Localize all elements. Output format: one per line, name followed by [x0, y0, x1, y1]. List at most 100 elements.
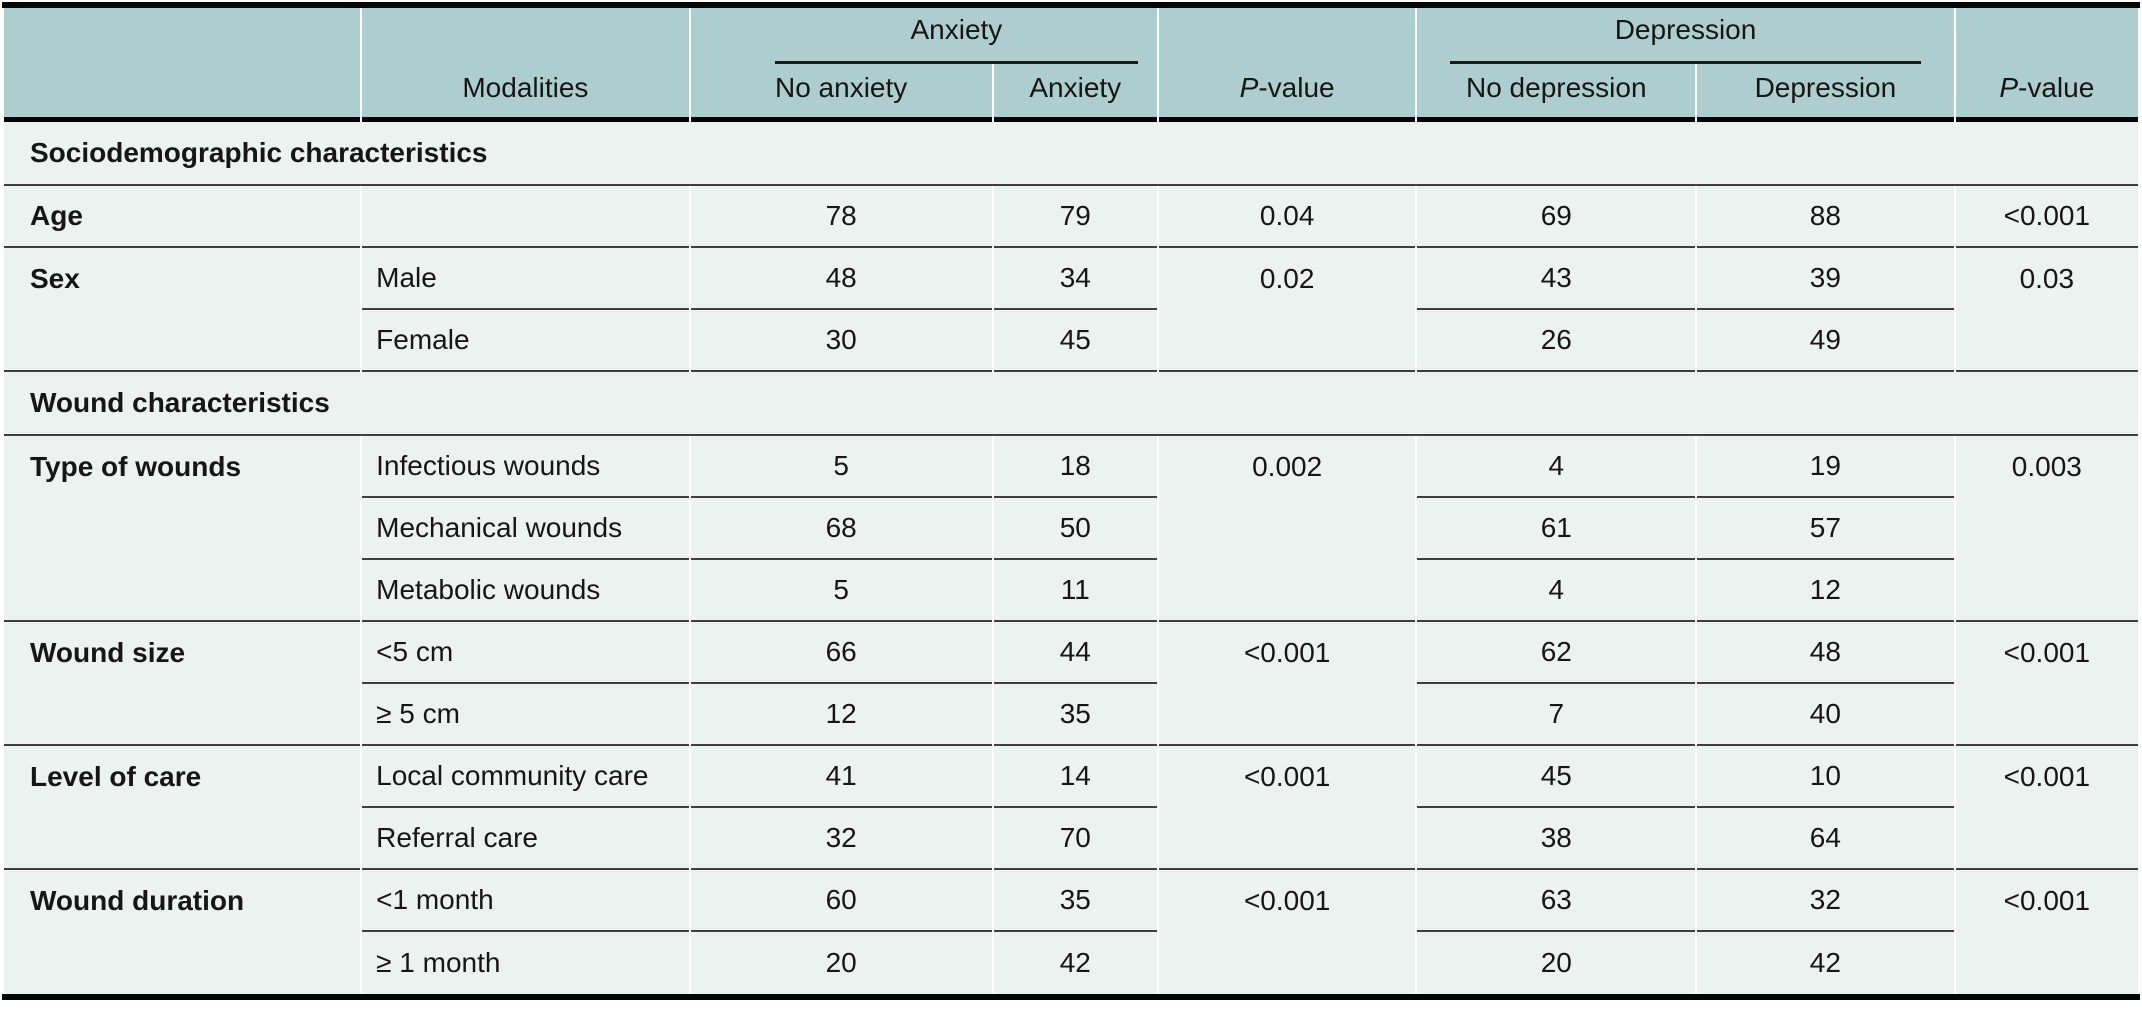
- anxiety-value-cell: 79: [993, 186, 1157, 248]
- modality-cell: Infectious wounds: [362, 436, 689, 498]
- no-anxiety-column-header: No anxiety: [690, 64, 992, 122]
- anxiety-value-cell: 42: [993, 932, 1157, 994]
- depression-value-cell: 88: [1697, 186, 1954, 248]
- table-row: ≥ 1 month 20 42 20 42: [4, 932, 2138, 994]
- anxiety-pvalue-cell: [1158, 684, 1416, 746]
- section-header-row: Wound characteristics: [4, 372, 2138, 436]
- depression-pvalue-cell: [1955, 498, 2138, 560]
- depression-value-cell: 12: [1697, 560, 1954, 622]
- table-row: ≥ 5 cm 12 35 7 40: [4, 684, 2138, 746]
- anxiety-pvalue-cell: 0.04: [1158, 186, 1416, 248]
- anxiety-value-cell: 14: [993, 746, 1157, 808]
- anxiety-value-cell: 45: [993, 310, 1157, 372]
- modality-cell: ≥ 5 cm: [362, 684, 689, 746]
- empty-header-cell: [4, 8, 361, 64]
- no-depression-value-cell: 26: [1417, 310, 1696, 372]
- table-row: Level of care Local community care 41 14 <0.…: [4, 746, 2138, 808]
- depression-value-cell: 48: [1697, 622, 1954, 684]
- depression-value-cell: 49: [1697, 310, 1954, 372]
- no-anxiety-value-cell: 5: [690, 560, 992, 622]
- no-anxiety-value-cell: 48: [690, 248, 992, 310]
- no-anxiety-value-cell: 60: [690, 870, 992, 932]
- table-row: Age 78 79 0.04 69 88 <0.001: [4, 186, 2138, 248]
- depression-value-cell: 32: [1697, 870, 1954, 932]
- pvalue-italic-p: P: [1239, 72, 1259, 104]
- depression-pvalue-cell: <0.001: [1955, 870, 2138, 932]
- depression-column-header: Depression: [1697, 64, 1954, 122]
- table-row: Mechanical wounds 68 50 61 57: [4, 498, 2138, 560]
- group-header-row: Anxiety Depression: [4, 8, 2138, 64]
- anxiety-group-header-cell: Anxiety: [690, 8, 1157, 64]
- pvalue-suffix: -value: [2018, 72, 2095, 104]
- depression-pvalue-cell: 0.03: [1955, 248, 2138, 310]
- anxiety-pvalue-cell: [1158, 498, 1416, 560]
- table-row: Type of wounds Infectious wounds 5 18 0.002 4…: [4, 436, 2138, 498]
- no-depression-value-cell: 69: [1417, 186, 1696, 248]
- table-row: Sex Male 48 34 0.02 43 39 0.03: [4, 248, 2138, 310]
- modalities-column-header: Modalities: [362, 64, 689, 122]
- row-label-cell: [4, 808, 361, 870]
- no-anxiety-value-cell: 78: [690, 186, 992, 248]
- depression-pvalue-cell: [1955, 684, 2138, 746]
- pvalue-suffix: -value: [1258, 72, 1335, 104]
- depression-pvalue-cell: [1955, 560, 2138, 622]
- modality-cell: ≥ 1 month: [362, 932, 689, 994]
- no-anxiety-value-cell: 30: [690, 310, 992, 372]
- no-anxiety-value-cell: 20: [690, 932, 992, 994]
- row-label-cell: Type of wounds: [4, 436, 361, 498]
- anxiety-value-cell: 35: [993, 684, 1157, 746]
- depression-value-cell: 40: [1697, 684, 1954, 746]
- depression-value-cell: 39: [1697, 248, 1954, 310]
- no-depression-column-header: No depression: [1417, 64, 1696, 122]
- depression-pvalue-cell: [1955, 310, 2138, 372]
- anxiety-pvalue-cell: <0.001: [1158, 870, 1416, 932]
- anxiety-value-cell: 70: [993, 808, 1157, 870]
- anxiety-pvalue-cell: [1158, 932, 1416, 994]
- empty-header-cell: [4, 64, 361, 122]
- table-row: Female 30 45 26 49: [4, 310, 2138, 372]
- empty-header-cell: [1158, 8, 1416, 64]
- modality-cell: Referral care: [362, 808, 689, 870]
- depression-value-cell: 57: [1697, 498, 1954, 560]
- depression-pvalue-cell: <0.001: [1955, 186, 2138, 248]
- row-label-cell: Wound duration: [4, 870, 361, 932]
- row-label-cell: [4, 560, 361, 622]
- anxiety-pvalue-cell: 0.02: [1158, 248, 1416, 310]
- section-header-row: Sociodemographic characteristics: [4, 122, 2138, 186]
- no-depression-value-cell: 43: [1417, 248, 1696, 310]
- no-depression-value-cell: 62: [1417, 622, 1696, 684]
- no-depression-value-cell: 4: [1417, 560, 1696, 622]
- section-title: Wound characteristics: [4, 372, 2138, 436]
- depression-value-cell: 42: [1697, 932, 1954, 994]
- modality-cell: <1 month: [362, 870, 689, 932]
- row-label-cell: Level of care: [4, 746, 361, 808]
- pvalue-italic-p: P: [1999, 72, 2019, 104]
- modality-cell: Male: [362, 248, 689, 310]
- no-depression-value-cell: 63: [1417, 870, 1696, 932]
- empty-header-cell: [1955, 8, 2138, 64]
- table-row: Wound size <5 cm 66 44 <0.001 62 48 <0.001: [4, 622, 2138, 684]
- modality-cell: [362, 186, 689, 248]
- table-row: Referral care 32 70 38 64: [4, 808, 2138, 870]
- anxiety-value-cell: 34: [993, 248, 1157, 310]
- anxiety-pvalue-cell: [1158, 560, 1416, 622]
- no-anxiety-value-cell: 41: [690, 746, 992, 808]
- modality-cell: Female: [362, 310, 689, 372]
- anxiety-pvalue-column-header: P-value: [1158, 64, 1416, 122]
- anxiety-column-header: Anxiety: [993, 64, 1157, 122]
- depression-group-header-cell: Depression: [1417, 8, 1954, 64]
- no-depression-value-cell: 4: [1417, 436, 1696, 498]
- row-label-cell: [4, 310, 361, 372]
- section-title: Sociodemographic characteristics: [4, 122, 2138, 186]
- no-anxiety-value-cell: 12: [690, 684, 992, 746]
- row-label-cell: [4, 684, 361, 746]
- row-label-cell: Age: [4, 186, 361, 248]
- depression-pvalue-cell: 0.003: [1955, 436, 2138, 498]
- no-depression-value-cell: 20: [1417, 932, 1696, 994]
- row-label-cell: [4, 932, 361, 994]
- table-row: Metabolic wounds 5 11 4 12: [4, 560, 2138, 622]
- anxiety-value-cell: 44: [993, 622, 1157, 684]
- anxiety-pvalue-cell: <0.001: [1158, 746, 1416, 808]
- row-label-cell: Sex: [4, 248, 361, 310]
